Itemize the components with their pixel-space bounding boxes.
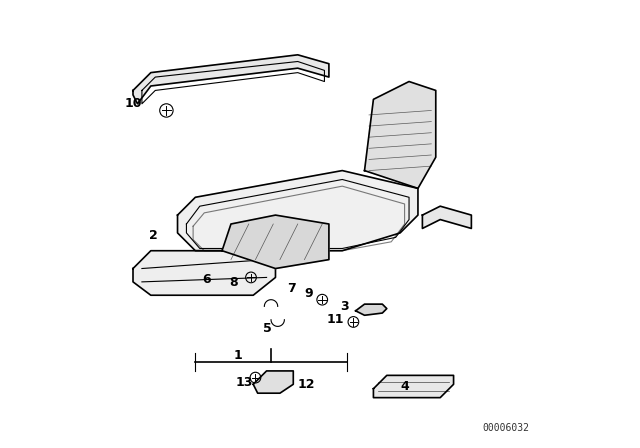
Text: 3: 3 [340,300,349,313]
Polygon shape [373,375,454,398]
Text: 11: 11 [327,313,344,326]
Text: 12: 12 [298,378,316,391]
Text: 7: 7 [287,282,296,295]
Text: 00006032: 00006032 [483,423,529,433]
Text: 13: 13 [236,375,253,388]
Polygon shape [422,206,472,228]
Text: 8: 8 [229,276,237,289]
Polygon shape [365,82,436,188]
Polygon shape [177,171,418,251]
Polygon shape [133,251,275,295]
Text: 4: 4 [400,380,409,393]
Polygon shape [253,371,293,393]
Text: 6: 6 [202,273,211,286]
Text: 1: 1 [233,349,242,362]
Polygon shape [222,215,329,268]
Polygon shape [356,304,387,315]
Text: 2: 2 [148,228,157,241]
Text: 9: 9 [305,287,313,300]
Polygon shape [133,55,329,104]
Text: 10: 10 [124,97,141,110]
Text: 5: 5 [263,322,272,335]
